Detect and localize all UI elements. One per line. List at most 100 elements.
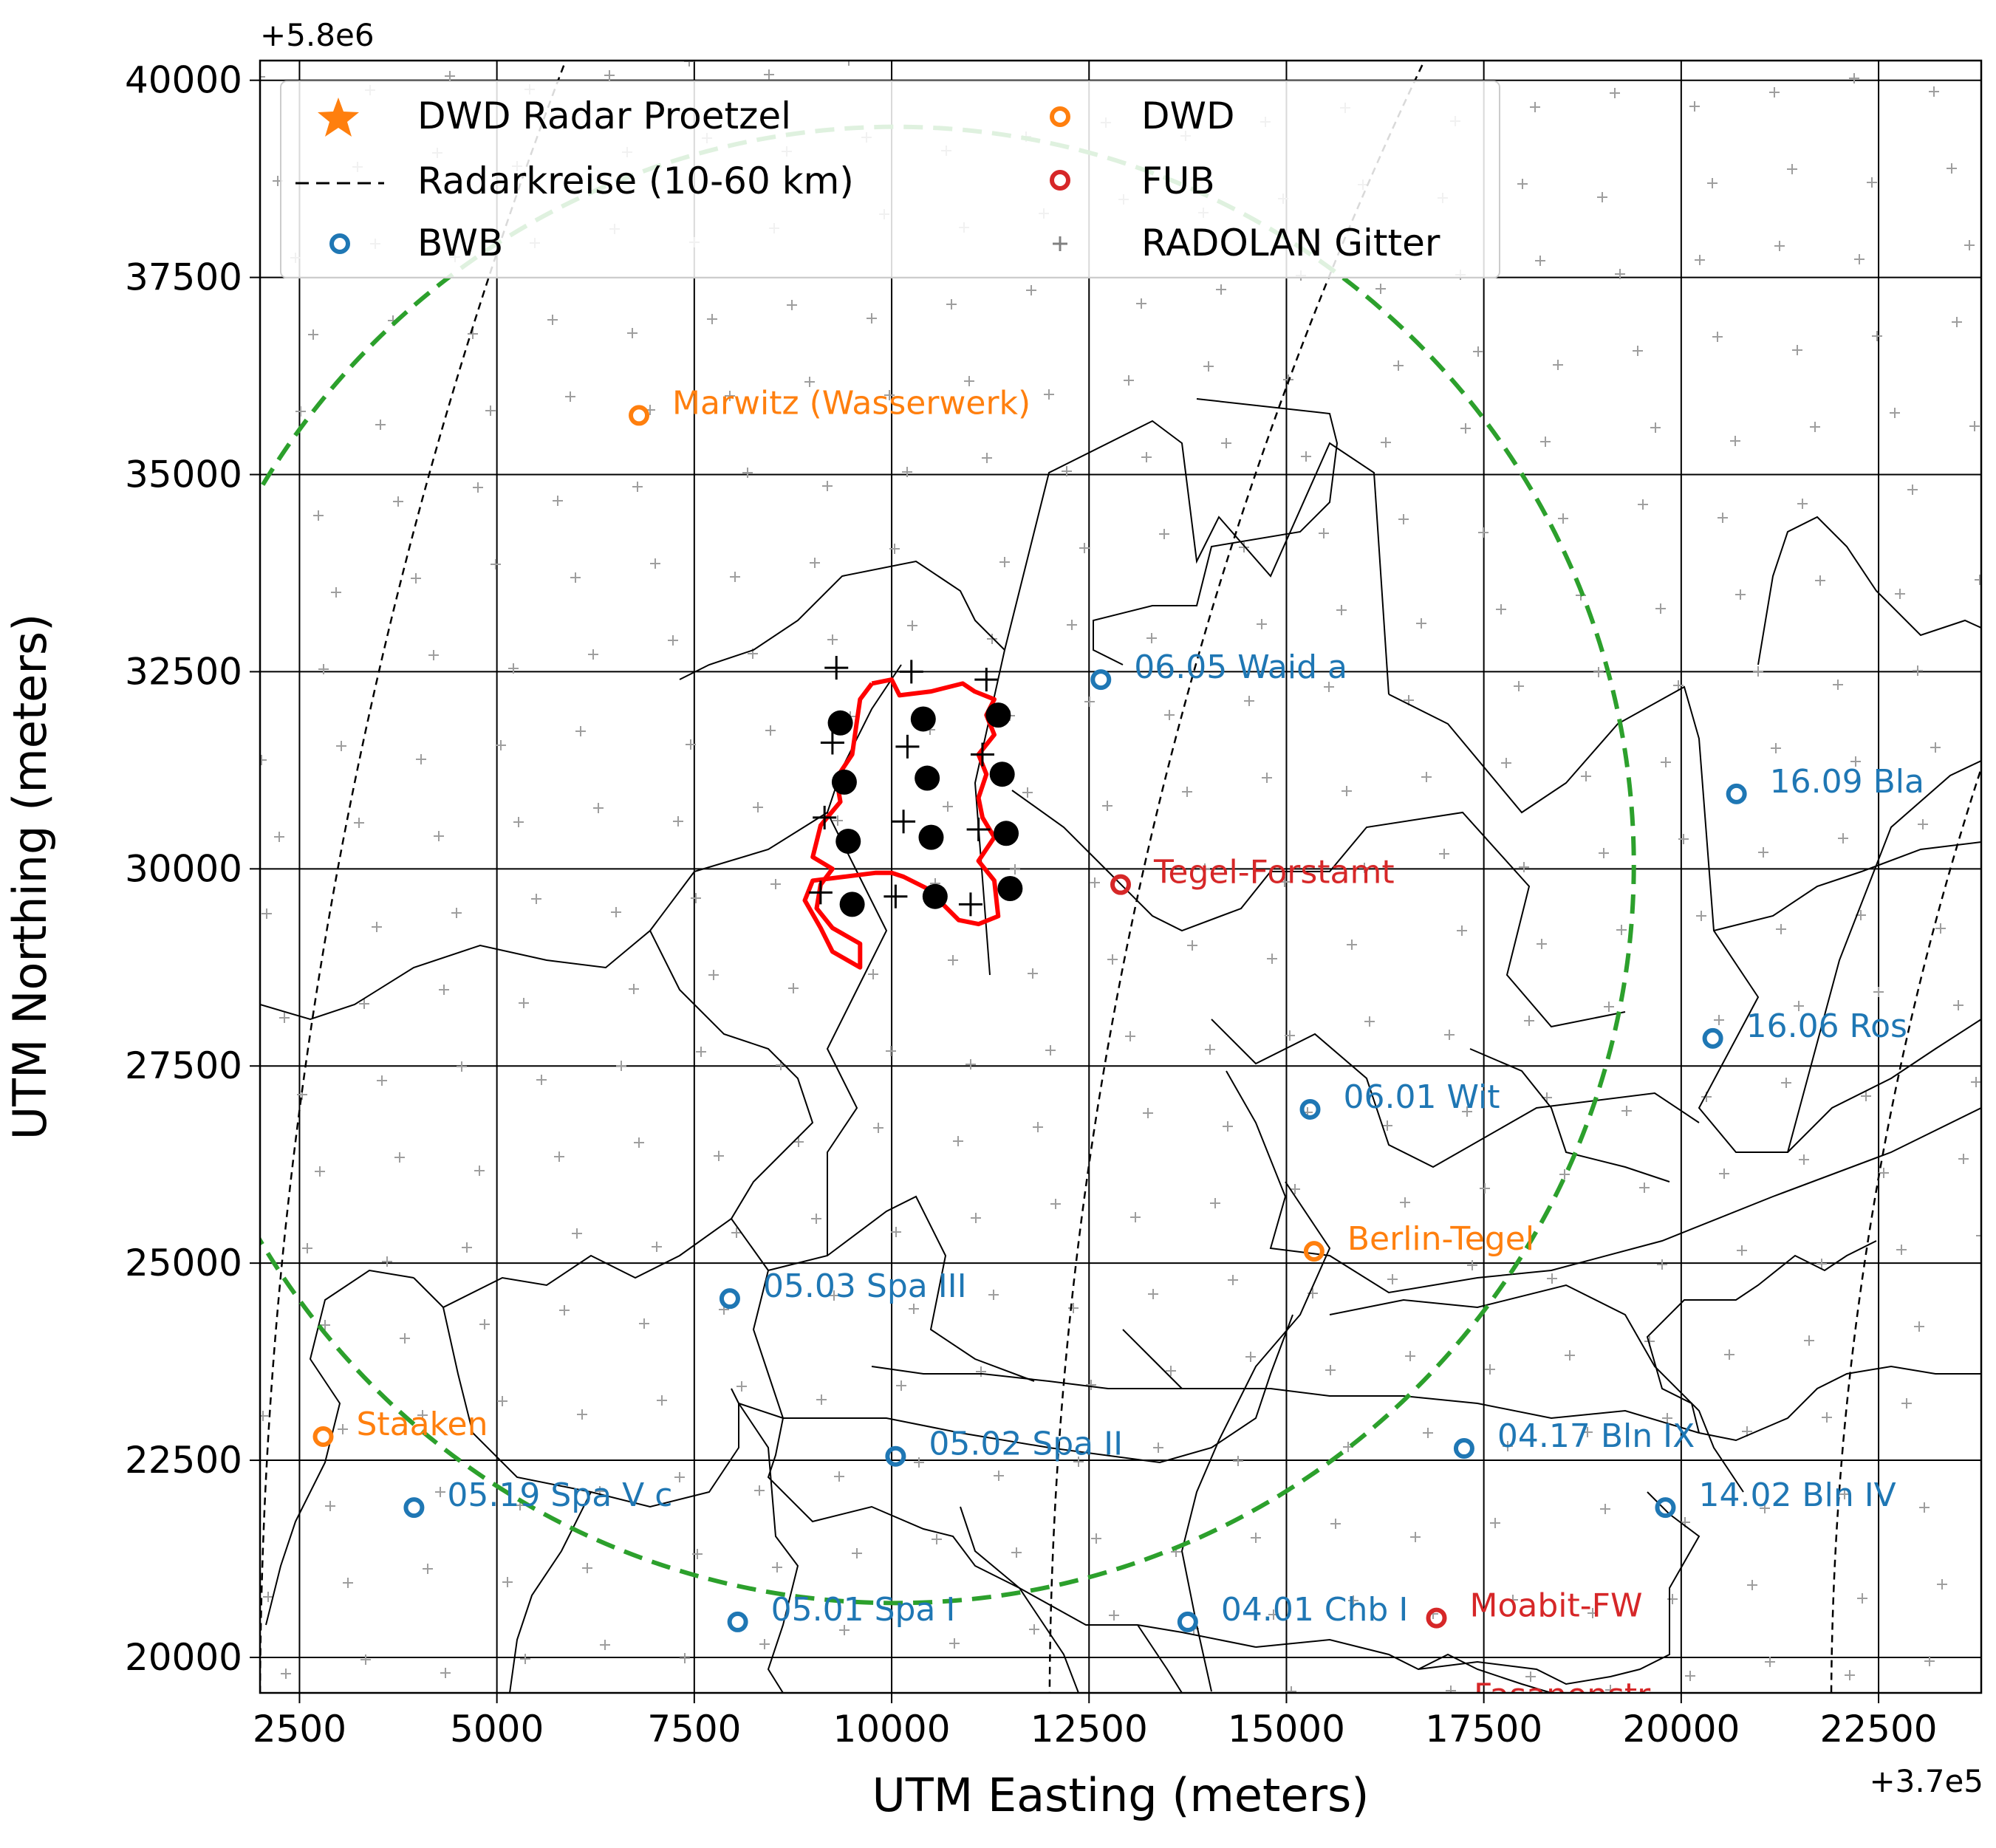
radolan-plus — [336, 741, 346, 751]
catchment-grid-plus — [958, 892, 982, 917]
radolan-plus — [263, 1592, 273, 1602]
radolan-plus — [949, 1638, 960, 1649]
radolan-plus — [1416, 618, 1426, 629]
radolan-plus — [1616, 925, 1627, 935]
radolan-plus — [343, 1578, 353, 1588]
radolan-plus — [318, 664, 329, 674]
radolan-plus — [1718, 513, 1728, 523]
radolan-plus — [1268, 1609, 1279, 1620]
catchment-point — [910, 706, 936, 732]
radolan-plus — [491, 559, 501, 569]
radolan-plus — [909, 1304, 919, 1314]
radolan-plus — [508, 663, 519, 674]
radolan-plus — [593, 803, 604, 813]
radolan-plus — [1895, 589, 1905, 599]
station-label: 04.01 Chb I — [1221, 1591, 1408, 1629]
legend-frame — [280, 81, 1500, 278]
radolan-plus — [1245, 1352, 1256, 1362]
radolan-plus — [725, 391, 735, 401]
radolan-plus — [1930, 742, 1941, 753]
radolan-plus — [1062, 466, 1072, 476]
radolan-plus — [1068, 1303, 1079, 1313]
radolan-plus — [451, 908, 462, 918]
radolan-plus — [428, 650, 439, 660]
radolan-plus — [1581, 771, 1591, 781]
radolan-plus — [520, 1654, 530, 1664]
station-markers: Marwitz (Wasserwerk) 06.05 Waid a 16.09 Bl… — [312, 384, 1924, 1693]
radolan-plus — [764, 69, 774, 80]
radolan-plus — [1737, 1245, 1747, 1256]
radolan-plus — [1330, 1519, 1341, 1529]
radolan-plus — [1976, 1231, 1981, 1241]
radolan-plus — [1508, 1595, 1518, 1605]
radolan-plus — [1159, 529, 1169, 539]
station-label: 05.01 Spa I — [771, 1591, 956, 1629]
radolan-plus — [1210, 1198, 1220, 1208]
radolan-plus — [554, 1151, 564, 1162]
station-label: 05.03 Spa III — [763, 1267, 967, 1305]
radolan-plus — [1257, 619, 1267, 629]
radolan-plus — [1364, 1016, 1375, 1027]
radolan-plus — [279, 1013, 290, 1023]
y-tick-label: 35000 — [125, 454, 242, 496]
radolan-plus — [1765, 1657, 1775, 1667]
radolan-plus — [1633, 346, 1643, 356]
radolan-plus — [1011, 1547, 1022, 1558]
radolan-plus — [1514, 681, 1524, 691]
radolan-plus — [439, 985, 449, 995]
y-tick-label: 40000 — [125, 59, 242, 102]
radolan-plus — [377, 1075, 387, 1086]
radolan-plus — [375, 420, 386, 430]
radolan-plus — [1535, 256, 1545, 266]
station-marker — [1299, 1098, 1321, 1120]
x-tick-label: 7500 — [647, 1708, 741, 1751]
radolan-plus — [1067, 620, 1077, 630]
radolan-plus — [502, 1577, 513, 1587]
radolan-plus — [1444, 1030, 1455, 1040]
radolan-plus — [1462, 1106, 1472, 1117]
radolan-plus — [692, 1549, 703, 1559]
radolan-plus — [1781, 1078, 1791, 1088]
station-marker — [1702, 1027, 1723, 1049]
radolan-plus — [1130, 1212, 1141, 1222]
radolan-plus — [331, 587, 341, 598]
radolan-plus — [822, 481, 833, 491]
radolan-plus — [1799, 1154, 1809, 1165]
radolan-plus — [1707, 178, 1718, 188]
radolan-plus — [914, 1457, 924, 1468]
radolan-plus — [793, 1137, 804, 1147]
radolan-plus — [988, 1290, 999, 1300]
radolan-plus — [1410, 1532, 1421, 1542]
radolan-plus — [1919, 1502, 1930, 1513]
radolan-plus — [1148, 1289, 1158, 1299]
radolan-plus — [1901, 1398, 1912, 1409]
x-axis-ticks: 2500 5000 7500 10000 12500 15000 17500 20000 225… — [253, 1693, 1938, 1751]
x-tick-label: 15000 — [1228, 1708, 1345, 1751]
legend-bwb-icon — [329, 233, 350, 254]
radolan-plus — [1091, 1533, 1101, 1544]
catchment-grid-plus — [970, 742, 994, 767]
radolan-plus — [1774, 241, 1785, 251]
radolan-plus — [634, 1137, 644, 1148]
radolan-plus — [1143, 1108, 1153, 1118]
radolan-plus — [1873, 987, 1884, 997]
catchment-point — [997, 876, 1023, 902]
radolan-plus — [632, 482, 643, 492]
radolan-plus — [834, 1471, 844, 1482]
radolan-plus — [1935, 923, 1946, 934]
x-tick-label: 2500 — [253, 1708, 346, 1751]
radolan-plus — [1490, 1518, 1500, 1528]
radolan-plus — [833, 815, 843, 826]
radolan-plus — [1845, 1670, 1855, 1680]
catchment-grid-plus — [824, 656, 849, 680]
radolan-plus — [1605, 1685, 1616, 1693]
radolan-plus — [1153, 1443, 1163, 1453]
station-label: 14.02 Bln IV — [1698, 1476, 1896, 1514]
radolan-plus — [1029, 1624, 1039, 1635]
radolan-plus — [1405, 1351, 1415, 1361]
station-marker — [727, 1611, 748, 1632]
radolan-plus — [1839, 1489, 1850, 1499]
station-label: Berlin-Tegel — [1347, 1220, 1534, 1258]
radolan-plus — [473, 482, 483, 493]
